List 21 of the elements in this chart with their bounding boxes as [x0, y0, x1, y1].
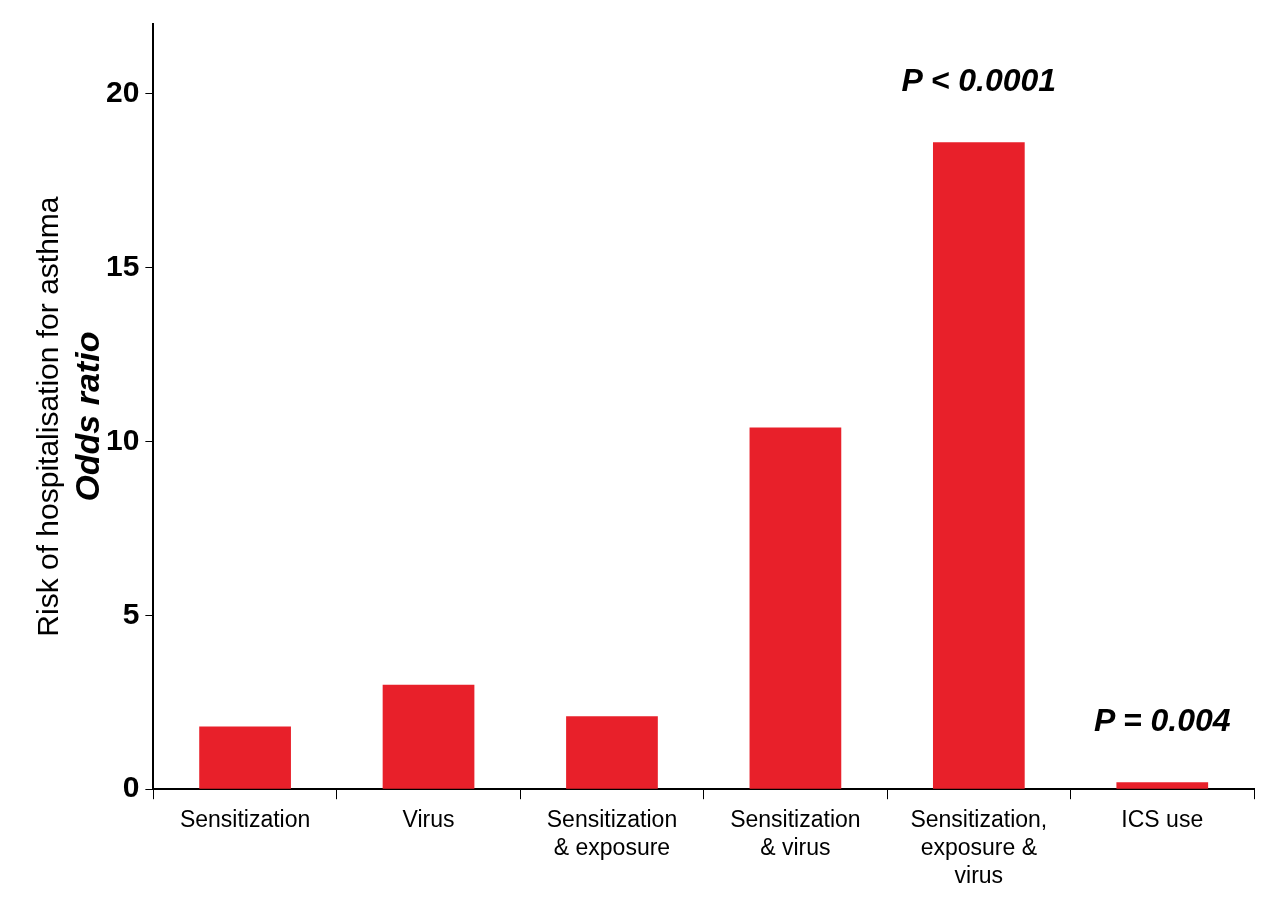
bar: [199, 726, 291, 789]
x-tick-label: Sensitization, exposure & virus: [910, 806, 1048, 888]
y-tick-label: 0: [122, 770, 140, 804]
y-tick-label: 5: [122, 596, 140, 630]
y-tick-label: 10: [105, 422, 140, 456]
x-tick-label: Sensitization: [179, 806, 311, 833]
y-tick-label: 20: [105, 74, 140, 108]
text: Risk of hospitalisation for asthma: [31, 196, 65, 637]
text: Odds ratio: [68, 331, 107, 502]
bar: [749, 427, 842, 789]
x-tick-label: Sensitization & virus: [730, 806, 861, 860]
bar: [566, 716, 658, 789]
x-tick-label: Sensitization & exposure: [546, 806, 678, 860]
annotation: P = 0.004: [1093, 702, 1231, 739]
y-tick-label: 15: [105, 248, 140, 282]
bar: [932, 142, 1025, 789]
bar: [1116, 782, 1209, 789]
annotation: P < 0.0001: [901, 62, 1057, 99]
bar: [382, 684, 475, 789]
x-tick-label: ICS use: [1121, 806, 1204, 833]
x-tick-label: Virus: [402, 806, 455, 833]
